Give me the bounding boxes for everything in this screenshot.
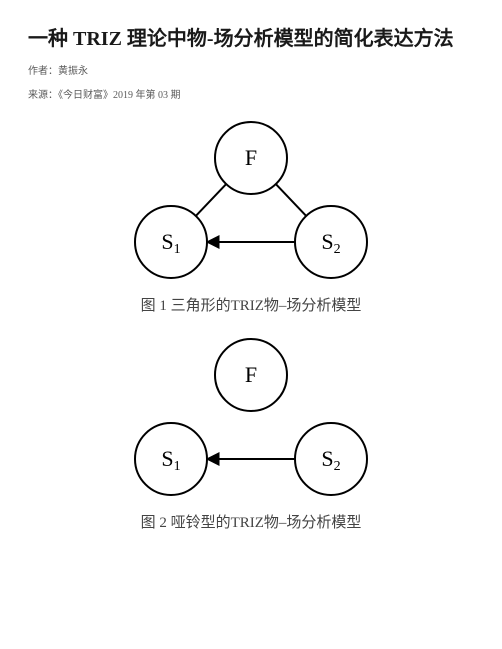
figure-1-caption: 图 1 三角形的TRIZ物–场分析模型 [141, 294, 362, 315]
author-line: 作者：黄振永 [28, 64, 474, 80]
edge-F-S2 [276, 184, 306, 216]
source-line: 来源：《今日财富》2019 年第 03 期 [28, 88, 474, 104]
figures-container: FS1S2 图 1 三角形的TRIZ物–场分析模型 FS1S2 图 2 哑铃型的… [28, 112, 474, 546]
page-title: 一种 TRIZ 理论中物-场分析模型的简化表达方法 [28, 24, 474, 54]
figure-2: FS1S2 [101, 329, 401, 509]
node-label-F: F [245, 362, 257, 387]
diagram-svg: FS1S2 [101, 329, 401, 509]
edge-F-S1 [196, 184, 226, 216]
figure-2-caption: 图 2 哑铃型的TRIZ物–场分析模型 [141, 511, 362, 532]
diagram-svg: FS1S2 [101, 112, 401, 292]
figure-1: FS1S2 [101, 112, 401, 292]
node-label-F: F [245, 145, 257, 170]
